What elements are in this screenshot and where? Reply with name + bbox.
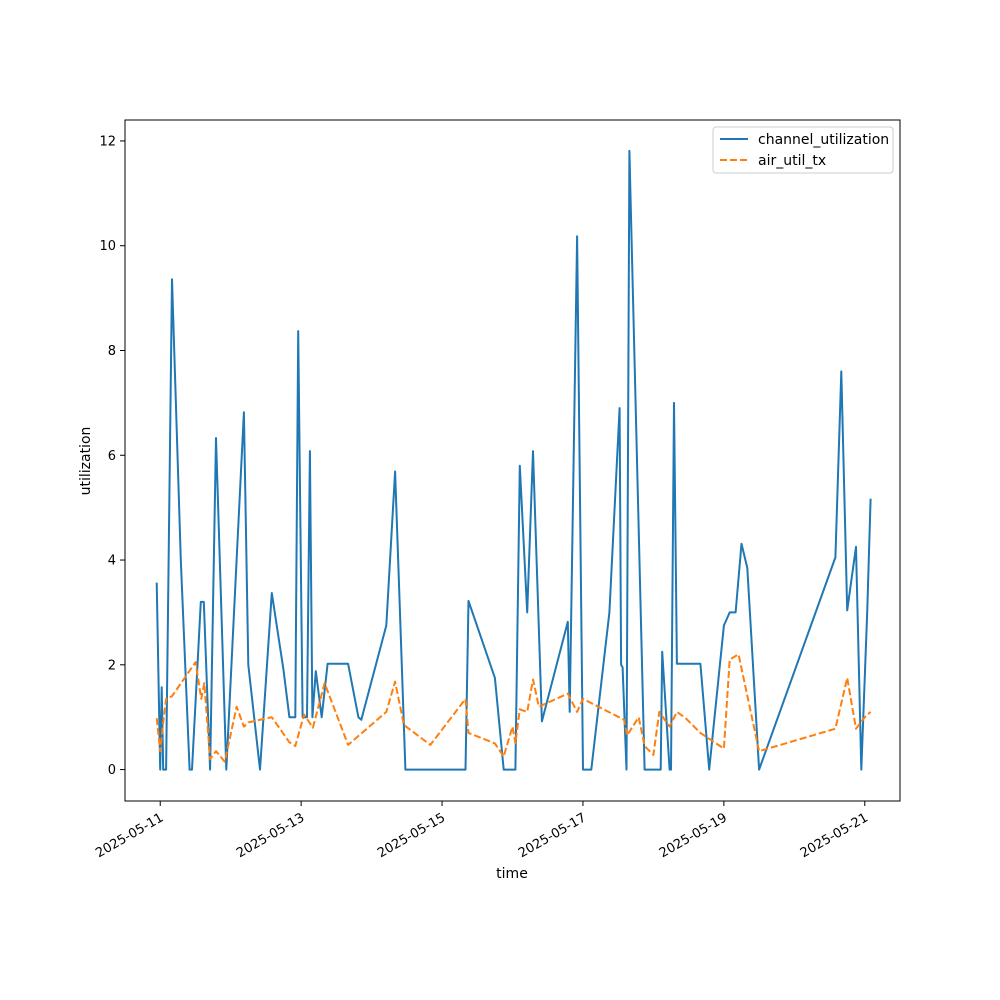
legend: channel_utilization air_util_tx	[712, 126, 894, 174]
legend-box	[712, 126, 894, 174]
y-tick-label: 4	[108, 554, 116, 569]
x-tick-label: 2025-05-15	[375, 810, 448, 861]
y-tick-label: 10	[99, 239, 116, 254]
x-axis-label: time	[496, 866, 528, 882]
plot-area	[155, 149, 872, 771]
x-tick-label: 2025-05-19	[657, 810, 730, 861]
y-tick-label: 0	[108, 763, 116, 778]
axes-frame	[124, 119, 901, 802]
x-tick-label: 2025-05-13	[234, 810, 307, 861]
y-tick-label: 12	[99, 134, 116, 149]
y-tick-label: 6	[108, 449, 116, 464]
x-tick-label: 2025-05-11	[93, 810, 166, 861]
y-axis: 0 2 4 6 8 10 12	[99, 134, 125, 778]
x-axis: 2025-05-11 2025-05-13 2025-05-15 2025-05-17…	[93, 801, 871, 861]
y-axis-label: utilization	[78, 427, 94, 496]
legend-label-channel-utilization: channel_utilization	[758, 132, 889, 148]
x-tick-label: 2025-05-17	[516, 810, 589, 861]
y-tick-label: 8	[108, 344, 116, 359]
legend-label-air-util-tx: air_util_tx	[758, 153, 826, 169]
x-tick-label: 2025-05-21	[798, 810, 871, 861]
y-tick-label: 2	[108, 658, 116, 673]
series-line-air-util-tx	[155, 653, 872, 763]
series-line-channel-utilization	[155, 149, 872, 771]
